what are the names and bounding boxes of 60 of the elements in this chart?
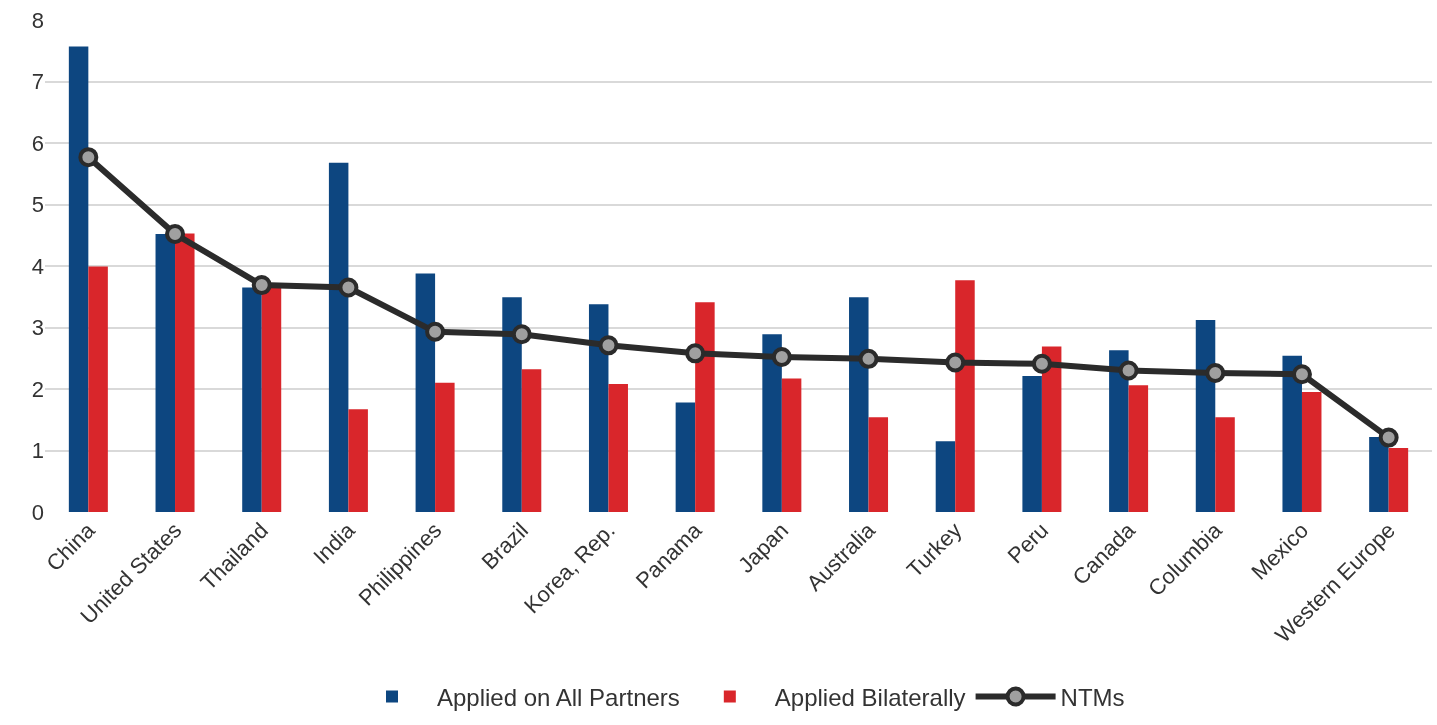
bar bbox=[242, 287, 262, 512]
y-tick-label: 3 bbox=[31, 315, 44, 341]
point bbox=[945, 352, 966, 373]
point bbox=[511, 324, 532, 345]
y-tick-label: 7 bbox=[31, 69, 44, 95]
bar bbox=[348, 409, 368, 512]
y-tick-label: 2 bbox=[31, 376, 44, 402]
point bbox=[1118, 360, 1139, 381]
y-tick-label: 6 bbox=[31, 130, 44, 156]
point bbox=[1031, 353, 1052, 374]
point bbox=[338, 277, 359, 298]
bar bbox=[521, 369, 542, 512]
bar bbox=[868, 417, 889, 512]
bar bbox=[1022, 376, 1042, 512]
y-tick-label: 1 bbox=[31, 438, 44, 464]
bar bbox=[762, 334, 782, 512]
bar bbox=[415, 273, 436, 512]
bar bbox=[695, 302, 715, 512]
bar bbox=[68, 46, 89, 512]
bar bbox=[1388, 448, 1409, 512]
bar bbox=[849, 297, 869, 512]
legend-label: NTMs bbox=[1060, 683, 1125, 711]
bar bbox=[328, 162, 349, 512]
legend-label: Applied Bilaterally bbox=[774, 683, 966, 711]
bar bbox=[1215, 417, 1235, 512]
point bbox=[425, 321, 446, 342]
bar bbox=[588, 304, 609, 512]
bar bbox=[955, 280, 975, 512]
y-tick-label: 8 bbox=[31, 7, 44, 33]
bar bbox=[781, 378, 802, 512]
point bbox=[1291, 364, 1312, 385]
bar bbox=[261, 287, 282, 512]
y-tick-label: 5 bbox=[31, 192, 44, 218]
point bbox=[1205, 363, 1226, 383]
bar bbox=[435, 382, 455, 512]
bar bbox=[1282, 355, 1302, 512]
point bbox=[1378, 427, 1399, 448]
bar bbox=[502, 297, 522, 512]
legend-label: Applied on All Partners bbox=[437, 683, 680, 711]
point bbox=[78, 147, 99, 168]
bar bbox=[1195, 320, 1216, 512]
bar bbox=[1109, 350, 1129, 512]
bar bbox=[935, 441, 956, 512]
point bbox=[685, 343, 706, 364]
bar bbox=[675, 402, 696, 512]
bar bbox=[1301, 392, 1322, 512]
bar bbox=[175, 233, 195, 512]
y-tick-label: 4 bbox=[31, 253, 44, 279]
bar bbox=[155, 234, 176, 512]
point bbox=[165, 224, 186, 245]
bar bbox=[1128, 385, 1149, 512]
point bbox=[598, 335, 619, 356]
bar bbox=[1041, 346, 1062, 512]
point bbox=[858, 348, 879, 369]
bar bbox=[608, 384, 628, 512]
bar bbox=[88, 266, 108, 512]
bar bbox=[1369, 436, 1389, 512]
y-tick-label: 0 bbox=[31, 499, 44, 525]
point bbox=[251, 275, 272, 296]
point bbox=[771, 347, 792, 368]
